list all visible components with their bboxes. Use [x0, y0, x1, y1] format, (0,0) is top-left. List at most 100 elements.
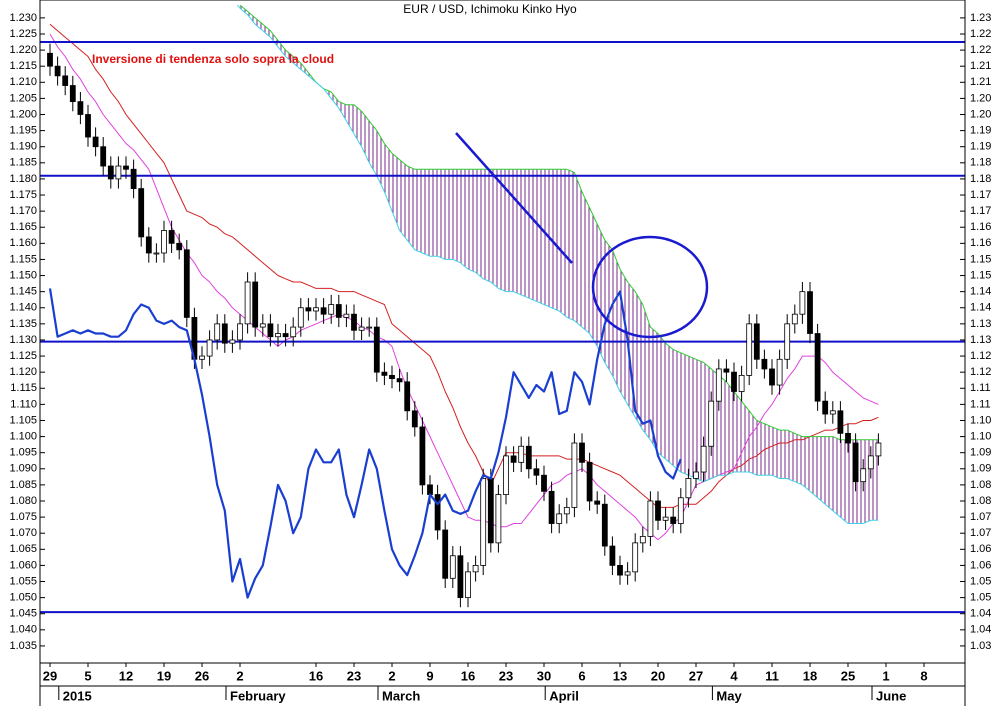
y2-tick-label: 1.20 [970, 92, 991, 104]
month-label: 2015 [63, 688, 92, 703]
candle-body [351, 313, 357, 331]
y2-tick-label: 1.10 [970, 414, 991, 426]
x-tick-label: 26 [195, 668, 209, 683]
candle-body [563, 507, 570, 515]
y2-tick-label: 1.15 [970, 253, 991, 265]
y2-tick-label: 1.13 [970, 318, 991, 330]
month-label: March [382, 688, 420, 703]
y2-tick-label: 1.08 [970, 495, 991, 507]
x-tick-label: 6 [578, 668, 585, 683]
candle-body [214, 323, 221, 341]
indicator-line [49, 23, 879, 508]
y-tick-label: 1.035 [9, 640, 37, 652]
y2-tick-label: 1.14 [970, 302, 991, 314]
candle-body [609, 545, 616, 566]
y-tick-label: 1.165 [9, 221, 37, 233]
x-tick-label: 12 [119, 668, 133, 683]
y2-tick-label: 1.21 [970, 60, 991, 72]
y-tick-label: 1.210 [9, 76, 37, 88]
candle-body [183, 249, 190, 318]
y-tick-label: 1.215 [9, 60, 37, 72]
candle-body [518, 445, 525, 463]
candle-body [784, 323, 791, 360]
y2-tick-label: 1.07 [970, 511, 991, 523]
candle-body [617, 565, 623, 576]
candle-body [434, 494, 441, 531]
y-tick-label: 1.160 [9, 237, 37, 249]
candle-body [480, 478, 487, 566]
y-tick-label: 1.180 [9, 173, 37, 185]
y-tick-label: 1.115 [10, 382, 37, 394]
x-tick-label: 16 [309, 668, 323, 683]
y-tick-label: 1.230 [9, 12, 37, 24]
candle-body [746, 323, 753, 376]
candle-body [47, 52, 53, 67]
y-tick-label: 1.130 [9, 334, 37, 346]
circle-drawing [591, 235, 709, 339]
y-tick-label: 1.050 [9, 592, 37, 604]
candle-body [389, 374, 395, 380]
y-tick-label: 1.220 [9, 44, 37, 56]
y2-tick-label: 1.07 [970, 527, 991, 539]
trend-drawing [455, 132, 573, 264]
x-tick-label: 8 [920, 668, 927, 683]
candle-body [677, 497, 684, 524]
y2-tick-label: 1.22 [970, 28, 991, 40]
candle-body [199, 355, 205, 360]
candle-body [822, 400, 829, 415]
y-tick-label: 1.175 [9, 189, 37, 201]
candle-body [776, 358, 783, 386]
y-tick-label: 1.075 [9, 511, 37, 523]
candle-body [168, 230, 175, 244]
candle-body [396, 378, 403, 383]
chart-title: EUR / USD, Ichimoku Kinko Hyo [403, 2, 577, 16]
candle-body [343, 313, 350, 318]
candle-body [472, 565, 479, 573]
candle-body [548, 490, 555, 524]
plot-area [40, 5, 965, 614]
y-tick-label: 1.045 [9, 608, 37, 620]
candle-body [655, 500, 661, 521]
y2-tick-label: 1.19 [970, 141, 991, 153]
candle-body [571, 442, 578, 508]
candle-body [77, 101, 84, 115]
candle-body [738, 374, 745, 392]
candle-body [791, 313, 798, 325]
candle-body [107, 165, 114, 180]
y2-tick-label: 1.09 [970, 463, 991, 475]
y-tick-label: 1.110 [10, 398, 37, 410]
y2-tick-label: 1.23 [970, 12, 991, 24]
x-tick-label: 23 [499, 668, 513, 683]
x-tick-label: 2 [236, 668, 243, 683]
x-tick-label: 13 [613, 668, 627, 683]
candle-body [130, 168, 137, 189]
y2-tick-label: 1.20 [970, 108, 991, 120]
candle-body [579, 442, 585, 463]
candle-body [845, 432, 851, 444]
y2-tick-label: 1.13 [970, 334, 991, 346]
y2-tick-label: 1.12 [970, 350, 991, 362]
candle-body [358, 326, 365, 331]
candle-body [761, 358, 768, 370]
y-tick-label: 1.060 [9, 559, 37, 571]
candle-body [852, 442, 859, 483]
candle-body [708, 400, 715, 447]
y2-tick-label: 1.21 [970, 76, 991, 88]
x-tick-label: 30 [537, 668, 551, 683]
x-tick-label: 11 [765, 668, 779, 683]
candle-body [176, 242, 183, 251]
y-tick-label: 1.155 [9, 253, 37, 265]
candle-body [427, 484, 433, 495]
y2-tick-label: 1.15 [970, 269, 991, 281]
candle-body [320, 307, 327, 315]
y-tick-label: 1.120 [9, 366, 37, 378]
y2-tick-label: 1.08 [970, 479, 991, 491]
y2-tick-label: 1.18 [970, 157, 991, 169]
y-tick-label: 1.095 [9, 447, 37, 459]
candle-body [875, 442, 882, 457]
annotation: Inversione di tendenza solo sopra la clo… [92, 52, 334, 66]
candle-body [503, 455, 509, 495]
candle-body [115, 165, 122, 180]
y-tick-label: 1.145 [9, 286, 37, 298]
candle-body [807, 291, 813, 334]
